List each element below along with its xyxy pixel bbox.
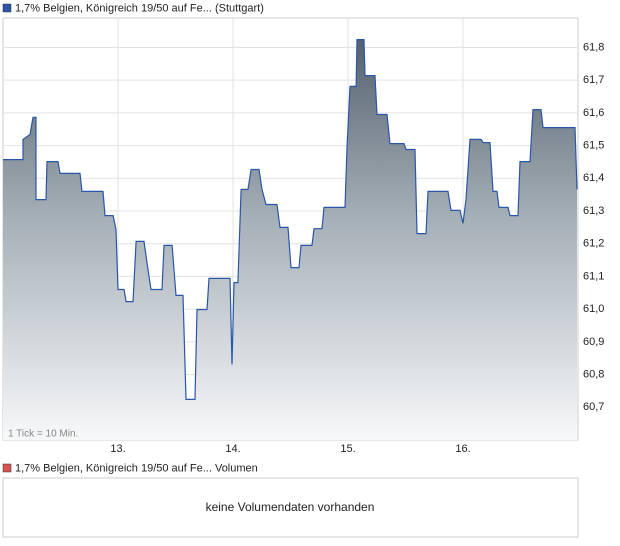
y-tick-label: 61,5: [583, 139, 604, 151]
legend-swatch: [2, 3, 12, 13]
main-chart: 60,7 60,8 60,9 61,0 61,1 61,2 61,3 61,4 61,5 61,6…: [3, 18, 604, 455]
legend-swatch: [2, 463, 12, 473]
volume-message: keine Volumendaten vorhanden: [206, 500, 375, 514]
y-tick-label: 61,3: [583, 205, 604, 217]
price-line: [3, 39, 578, 400]
legend-text: 1,7% Belgien, Königreich 19/50 auf Fe...…: [15, 2, 264, 14]
legend-text: 1,7% Belgien, Königreich 19/50 auf Fe...…: [15, 462, 258, 474]
x-tick-label: 15.: [340, 443, 355, 455]
y-tick-label: 61,1: [583, 270, 604, 282]
x-tick-label: 14.: [225, 443, 240, 455]
x-tick-label: 13.: [110, 443, 125, 455]
y-tick-label: 60,7: [583, 401, 604, 413]
y-tick-label: 61,8: [583, 41, 604, 53]
y-tick-label: 61,4: [583, 172, 604, 184]
y-tick-label: 60,8: [583, 368, 604, 380]
y-tick-label: 61,2: [583, 238, 604, 250]
tick-note: 1 Tick = 10 Min.: [8, 429, 78, 440]
y-tick-label: 61,6: [583, 107, 604, 119]
price-area: [3, 39, 577, 440]
y-tick-label: 61,7: [583, 74, 604, 86]
y-tick-label: 61,0: [583, 303, 604, 315]
x-tick-label: 16.: [455, 443, 470, 455]
volume-frame: [2, 477, 579, 538]
y-tick-label: 60,9: [583, 336, 604, 348]
